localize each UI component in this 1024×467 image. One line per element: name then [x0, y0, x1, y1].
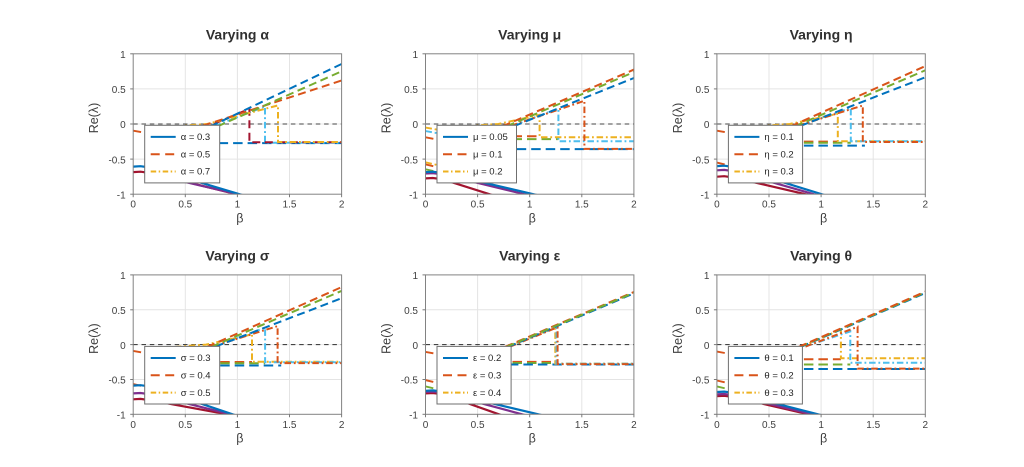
svg-text:1: 1 — [412, 271, 418, 282]
svg-text:ε = 0.2: ε = 0.2 — [473, 353, 501, 364]
svg-text:1.5: 1.5 — [866, 200, 880, 211]
svg-text:1.5: 1.5 — [866, 420, 880, 431]
svg-text:0.5: 0.5 — [695, 85, 709, 96]
svg-text:-0.5: -0.5 — [692, 155, 710, 166]
svg-text:1: 1 — [412, 50, 418, 61]
svg-text:1: 1 — [120, 271, 126, 282]
svg-text:α = 0.7: α = 0.7 — [181, 167, 211, 178]
svg-text:0: 0 — [412, 341, 418, 352]
svg-text:1.5: 1.5 — [575, 200, 589, 211]
svg-text:1.5: 1.5 — [575, 420, 589, 431]
svg-text:-1: -1 — [117, 190, 126, 201]
svg-text:0.5: 0.5 — [471, 420, 485, 431]
svg-text:2: 2 — [923, 420, 929, 431]
svg-text:η = 0.3: η = 0.3 — [764, 167, 793, 178]
svg-text:0.5: 0.5 — [471, 200, 485, 211]
svg-text:θ = 0.1: θ = 0.1 — [764, 353, 793, 364]
svg-text:Varying α: Varying α — [206, 26, 269, 42]
svg-text:α = 0.3: α = 0.3 — [181, 132, 211, 143]
svg-text:0: 0 — [704, 341, 710, 352]
svg-text:0.5: 0.5 — [404, 85, 418, 96]
svg-text:2: 2 — [631, 200, 637, 211]
svg-text:2: 2 — [339, 200, 345, 211]
svg-text:Varying μ: Varying μ — [498, 26, 561, 42]
svg-text:β: β — [820, 211, 827, 225]
svg-text:1: 1 — [818, 200, 824, 211]
svg-text:Varying ε: Varying ε — [499, 247, 560, 263]
svg-text:β: β — [236, 432, 243, 446]
svg-text:0: 0 — [423, 200, 429, 211]
svg-text:σ = 0.3: σ = 0.3 — [181, 353, 211, 364]
svg-text:-0.5: -0.5 — [108, 155, 126, 166]
svg-text:-1: -1 — [700, 411, 709, 422]
svg-text:Re(λ): Re(λ) — [380, 103, 394, 134]
svg-text:-1: -1 — [117, 411, 126, 422]
svg-text:σ = 0.4: σ = 0.4 — [181, 371, 211, 382]
svg-text:Re(λ): Re(λ) — [87, 103, 101, 134]
svg-text:β: β — [236, 211, 243, 225]
svg-text:η = 0.2: η = 0.2 — [764, 149, 793, 160]
svg-text:Varying σ: Varying σ — [205, 247, 269, 263]
svg-text:β: β — [529, 432, 536, 446]
svg-text:1: 1 — [818, 420, 824, 431]
svg-text:0.5: 0.5 — [112, 85, 126, 96]
svg-text:0.5: 0.5 — [762, 420, 776, 431]
svg-text:0.5: 0.5 — [178, 200, 192, 211]
svg-text:0: 0 — [714, 420, 720, 431]
svg-text:Re(λ): Re(λ) — [380, 323, 394, 354]
svg-text:σ = 0.5: σ = 0.5 — [181, 388, 211, 399]
svg-text:1: 1 — [235, 200, 241, 211]
svg-text:-1: -1 — [409, 190, 418, 201]
svg-text:μ = 0.1: μ = 0.1 — [473, 149, 503, 160]
svg-text:1: 1 — [120, 50, 126, 61]
svg-text:α = 0.5: α = 0.5 — [181, 149, 211, 160]
svg-text:Varying η: Varying η — [790, 26, 853, 42]
svg-text:-0.5: -0.5 — [401, 376, 419, 387]
svg-text:ε = 0.3: ε = 0.3 — [473, 371, 501, 382]
svg-text:μ = 0.2: μ = 0.2 — [473, 167, 503, 178]
svg-text:0: 0 — [423, 420, 429, 431]
svg-text:β: β — [529, 211, 536, 225]
svg-text:1.5: 1.5 — [283, 420, 297, 431]
svg-text:1.5: 1.5 — [283, 200, 297, 211]
svg-text:-1: -1 — [409, 411, 418, 422]
svg-text:0: 0 — [412, 120, 418, 131]
svg-text:0.5: 0.5 — [112, 306, 126, 317]
svg-text:-0.5: -0.5 — [692, 376, 710, 387]
svg-text:0.5: 0.5 — [762, 200, 776, 211]
svg-text:0: 0 — [130, 420, 136, 431]
svg-text:0.5: 0.5 — [178, 420, 192, 431]
svg-text:ε = 0.4: ε = 0.4 — [473, 388, 501, 399]
svg-text:2: 2 — [923, 200, 929, 211]
svg-text:1: 1 — [235, 420, 241, 431]
svg-text:0: 0 — [704, 120, 710, 131]
svg-text:-1: -1 — [700, 190, 709, 201]
svg-text:θ = 0.2: θ = 0.2 — [764, 371, 793, 382]
svg-text:-0.5: -0.5 — [401, 155, 419, 166]
svg-text:0: 0 — [120, 341, 126, 352]
svg-text:2: 2 — [631, 420, 637, 431]
svg-text:1: 1 — [527, 420, 533, 431]
svg-text:Re(λ): Re(λ) — [87, 323, 101, 354]
svg-text:0: 0 — [714, 200, 720, 211]
svg-text:1: 1 — [527, 200, 533, 211]
svg-text:2: 2 — [339, 420, 345, 431]
svg-text:β: β — [820, 432, 827, 446]
svg-text:0: 0 — [120, 120, 126, 131]
svg-text:μ = 0.05: μ = 0.05 — [473, 132, 508, 143]
svg-text:-0.5: -0.5 — [108, 376, 126, 387]
svg-text:Varying θ: Varying θ — [790, 247, 852, 263]
svg-text:0: 0 — [130, 200, 136, 211]
svg-text:Re(λ): Re(λ) — [671, 323, 685, 354]
svg-text:0.5: 0.5 — [695, 306, 709, 317]
svg-text:1: 1 — [704, 271, 710, 282]
svg-text:η = 0.1: η = 0.1 — [764, 132, 793, 143]
svg-text:θ = 0.3: θ = 0.3 — [764, 388, 793, 399]
svg-text:Re(λ): Re(λ) — [671, 103, 685, 134]
svg-text:1: 1 — [704, 50, 710, 61]
svg-text:0.5: 0.5 — [404, 306, 418, 317]
